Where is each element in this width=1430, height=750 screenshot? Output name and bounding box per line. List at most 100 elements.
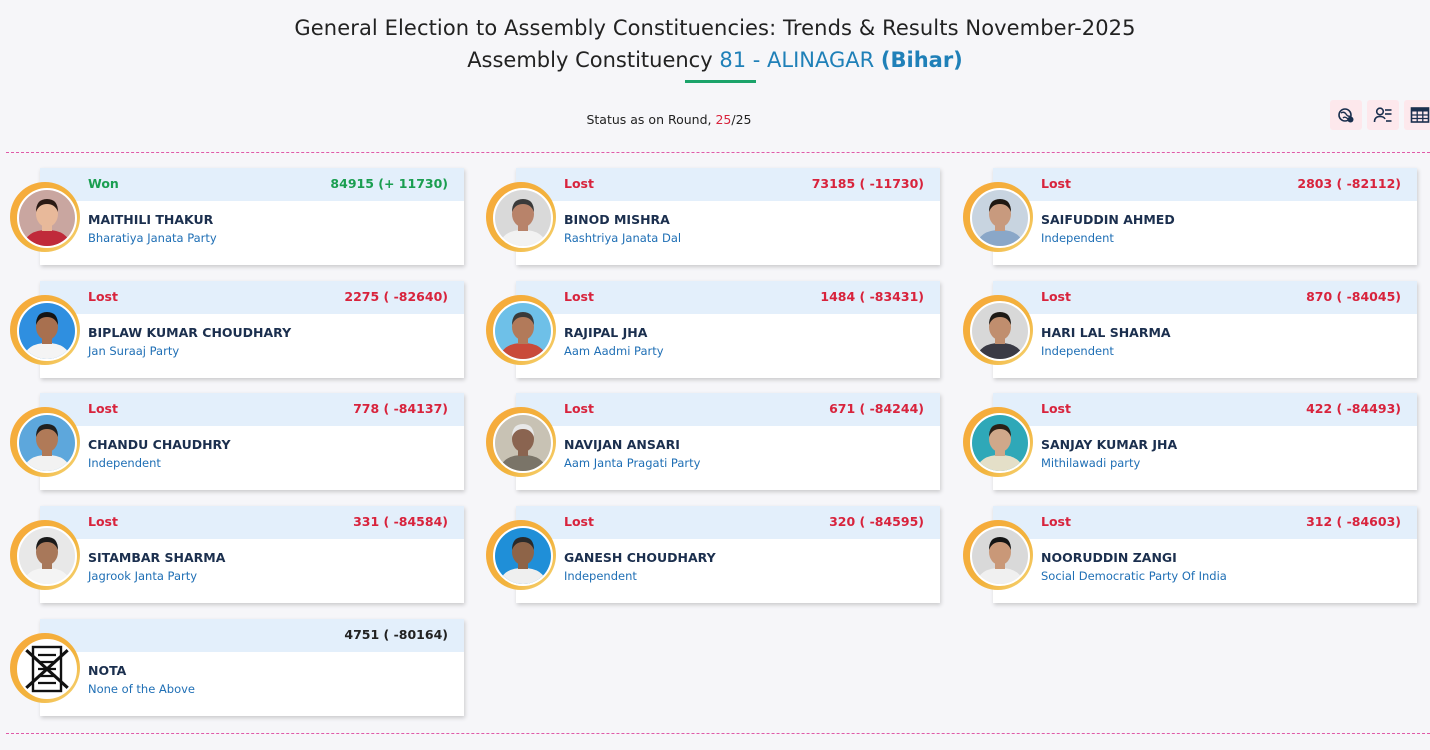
party-name: Jan Suraaj Party bbox=[88, 344, 180, 358]
candidate-card[interactable]: Won 84915 (+ 11730) MAITHILI THAKUR Bhar… bbox=[10, 168, 464, 265]
vote-count: 870 ( -84045) bbox=[1306, 289, 1401, 304]
candidate-photo bbox=[972, 528, 1028, 584]
result-status: Lost bbox=[1041, 289, 1071, 304]
candidate-card-header: Lost 870 ( -84045) bbox=[993, 281, 1417, 314]
candidate-card[interactable]: Lost 73185 ( -11730) BINOD MISHRA Rashtr… bbox=[486, 168, 940, 265]
vote-count: 2803 ( -82112) bbox=[1297, 176, 1401, 191]
map-view-button[interactable] bbox=[1330, 100, 1362, 130]
result-status: Lost bbox=[564, 401, 594, 416]
candidate-name: NOTA bbox=[88, 663, 127, 678]
result-status: Lost bbox=[88, 401, 118, 416]
candidate-photo bbox=[495, 190, 551, 246]
avatar bbox=[17, 526, 77, 586]
result-status: Lost bbox=[1041, 401, 1071, 416]
result-status: Lost bbox=[564, 176, 594, 191]
candidate-card[interactable]: Lost 1484 ( -83431) RAJIPAL JHA Aam Aadm… bbox=[486, 281, 940, 378]
candidate-card-header: Lost 2803 ( -82112) bbox=[993, 168, 1417, 201]
result-status: Lost bbox=[564, 289, 594, 304]
party-name: Independent bbox=[1041, 231, 1114, 245]
avatar bbox=[17, 188, 77, 248]
candidate-name: SANJAY KUMAR JHA bbox=[1041, 437, 1178, 452]
result-status: Lost bbox=[1041, 514, 1071, 529]
round-separator: / bbox=[731, 112, 736, 127]
candidate-card-header: Lost 1484 ( -83431) bbox=[516, 281, 940, 314]
vote-count: 1484 ( -83431) bbox=[820, 289, 924, 304]
candidate-card[interactable]: Lost 778 ( -84137) CHANDU CHAUDHRY Indep… bbox=[10, 393, 464, 490]
candidate-photo bbox=[495, 303, 551, 359]
candidate-card-body: Lost 312 ( -84603) NOORUDDIN ZANGI Socia… bbox=[993, 506, 1417, 603]
top-divider bbox=[6, 152, 1430, 153]
candidate-card[interactable]: 4751 ( -80164) NOTA None of the Above bbox=[10, 619, 464, 716]
candidate-card[interactable]: Lost 671 ( -84244) NAVIJAN ANSARI Aam Ja… bbox=[486, 393, 940, 490]
candidate-name: SAIFUDDIN AHMED bbox=[1041, 212, 1175, 227]
candidate-card-body: Lost 671 ( -84244) NAVIJAN ANSARI Aam Ja… bbox=[516, 393, 940, 490]
result-status: Lost bbox=[88, 514, 118, 529]
constituency-title: Assembly Constituency 81 - ALINAGAR (Bih… bbox=[0, 48, 1430, 72]
vote-count: 73185 ( -11730) bbox=[811, 176, 924, 191]
vote-count: 778 ( -84137) bbox=[353, 401, 448, 416]
candidate-card[interactable]: Lost 2275 ( -82640) BIPLAW KUMAR CHOUDHA… bbox=[10, 281, 464, 378]
vote-count: 671 ( -84244) bbox=[829, 401, 924, 416]
party-name: Social Democratic Party Of India bbox=[1041, 569, 1227, 583]
party-name: Jagrook Janta Party bbox=[88, 569, 198, 583]
candidate-card-body: Lost 2275 ( -82640) BIPLAW KUMAR CHOUDHA… bbox=[40, 281, 464, 378]
candidate-card-header: Won 84915 (+ 11730) bbox=[40, 168, 464, 201]
candidate-card-body: Lost 73185 ( -11730) BINOD MISHRA Rashtr… bbox=[516, 168, 940, 265]
candidate-name: NAVIJAN ANSARI bbox=[564, 437, 680, 452]
avatar bbox=[17, 301, 77, 361]
candidate-card-body: Lost 1484 ( -83431) RAJIPAL JHA Aam Aadm… bbox=[516, 281, 940, 378]
candidate-photo bbox=[19, 415, 75, 471]
table-view-button[interactable] bbox=[1404, 100, 1430, 130]
title-underline bbox=[685, 80, 756, 83]
vote-count: 2275 ( -82640) bbox=[344, 289, 448, 304]
candidate-card-body: 4751 ( -80164) NOTA None of the Above bbox=[40, 619, 464, 716]
page-title: General Election to Assembly Constituenc… bbox=[294, 16, 1136, 40]
avatar bbox=[970, 188, 1030, 248]
candidate-card-body: Lost 320 ( -84595) GANESH CHOUDHARY Inde… bbox=[516, 506, 940, 603]
candidate-photo bbox=[495, 528, 551, 584]
vote-count: 331 ( -84584) bbox=[353, 514, 448, 529]
candidate-card[interactable]: Lost 331 ( -84584) SITAMBAR SHARMA Jagro… bbox=[10, 506, 464, 603]
candidate-card-header: 4751 ( -80164) bbox=[40, 619, 464, 652]
candidate-card[interactable]: Lost 2803 ( -82112) SAIFUDDIN AHMED Inde… bbox=[963, 168, 1417, 265]
round-status-label: Status as on Round, bbox=[586, 112, 712, 127]
bottom-divider bbox=[6, 733, 1430, 734]
candidate-card-header: Lost 312 ( -84603) bbox=[993, 506, 1417, 539]
candidate-card[interactable]: Lost 320 ( -84595) GANESH CHOUDHARY Inde… bbox=[486, 506, 940, 603]
candidate-card-body: Won 84915 (+ 11730) MAITHILI THAKUR Bhar… bbox=[40, 168, 464, 265]
candidate-card[interactable]: Lost 422 ( -84493) SANJAY KUMAR JHA Mith… bbox=[963, 393, 1417, 490]
candidate-name: BIPLAW KUMAR CHOUDHARY bbox=[88, 325, 292, 340]
candidate-name: MAITHILI THAKUR bbox=[88, 212, 214, 227]
avatar bbox=[17, 413, 77, 473]
candidate-name: NOORUDDIN ZANGI bbox=[1041, 550, 1177, 565]
candidate-card-body: Lost 2803 ( -82112) SAIFUDDIN AHMED Inde… bbox=[993, 168, 1417, 265]
vote-count: 320 ( -84595) bbox=[829, 514, 924, 529]
candidate-photo bbox=[19, 303, 75, 359]
table-view-icon bbox=[1410, 107, 1430, 123]
candidate-photo bbox=[19, 190, 75, 246]
candidate-name: SITAMBAR SHARMA bbox=[88, 550, 226, 565]
result-status: Lost bbox=[1041, 176, 1071, 191]
vote-count: 84915 (+ 11730) bbox=[330, 176, 448, 191]
party-name: Rashtriya Janata Dal bbox=[564, 231, 682, 245]
candidate-card[interactable]: Lost 870 ( -84045) HARI LAL SHARMA Indep… bbox=[963, 281, 1417, 378]
candidate-photo bbox=[972, 190, 1028, 246]
candidate-list-button[interactable] bbox=[1367, 100, 1399, 130]
party-name: Bharatiya Janata Party bbox=[88, 231, 217, 245]
candidate-name: CHANDU CHAUDHRY bbox=[88, 437, 231, 452]
state-name: (Bihar) bbox=[880, 48, 963, 72]
result-status: Lost bbox=[88, 289, 118, 304]
total-rounds: 25 bbox=[735, 112, 752, 127]
round-status: Status as on Round, 25/25 bbox=[0, 112, 1338, 127]
avatar bbox=[493, 188, 553, 248]
avatar bbox=[493, 413, 553, 473]
constituency-number: 81 - bbox=[719, 48, 761, 72]
party-name: Independent bbox=[1041, 344, 1114, 358]
candidate-card[interactable]: Lost 312 ( -84603) NOORUDDIN ZANGI Socia… bbox=[963, 506, 1417, 603]
avatar bbox=[17, 639, 77, 699]
party-name: Independent bbox=[564, 569, 637, 583]
avatar bbox=[493, 301, 553, 361]
current-round: 25 bbox=[715, 112, 732, 127]
candidate-photo bbox=[19, 528, 75, 584]
candidate-card-header: Lost 778 ( -84137) bbox=[40, 393, 464, 426]
